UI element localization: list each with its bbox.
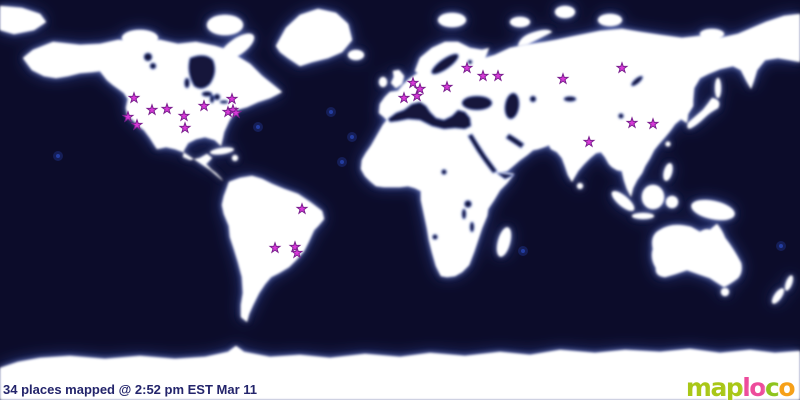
landmass-chukotka-west — [0, 6, 46, 34]
lakes-layer — [143, 52, 644, 240]
landmass-svalbard — [438, 13, 466, 27]
landmass-madagascar — [497, 227, 511, 257]
landmass-antarctica — [0, 346, 800, 400]
landmass-greece — [446, 108, 454, 116]
landmass-borneo — [642, 185, 664, 209]
lake-balkhash — [563, 96, 577, 102]
landmass-franz-josef — [510, 17, 530, 27]
baltic-sea — [431, 53, 459, 75]
landmass-novaya-zemlya — [518, 30, 552, 46]
landmass-taiwan — [665, 141, 671, 147]
landmass-nz-north — [785, 275, 793, 291]
landmass-japan — [687, 98, 720, 129]
landmass-cuba — [210, 147, 234, 155]
landmass-great-britain — [391, 70, 404, 88]
lake-erie-ontario — [219, 100, 229, 104]
landmass-sumatra — [611, 191, 635, 211]
black-sea — [461, 95, 493, 111]
landmass-afro-eurasia — [361, 14, 800, 277]
lake-superior — [201, 91, 213, 97]
landmass-greenland — [276, 9, 352, 66]
great-bear-lake — [143, 52, 153, 62]
lake-michigan — [209, 94, 215, 104]
logo-letter: m — [685, 373, 712, 400]
maploco-logo[interactable]: maploco — [685, 373, 796, 400]
lake-baikal — [630, 75, 644, 87]
landmass-tasmania — [721, 288, 729, 296]
landmass-arctic-islands-west — [122, 30, 158, 46]
okavango-dot — [432, 234, 438, 240]
logo-letter: a — [710, 373, 727, 400]
landmass-australia — [652, 224, 742, 287]
lake-ladoga — [467, 59, 473, 65]
landmass-ireland — [379, 77, 387, 87]
lake-tanganyika — [461, 208, 467, 220]
lake-victoria — [464, 200, 472, 208]
aral-sea — [529, 95, 537, 103]
landmass-sulawesi — [666, 196, 678, 208]
landmass-hispaniola — [232, 155, 238, 161]
landmass-baffin — [219, 33, 255, 61]
landmass-severnaya-east — [598, 14, 622, 26]
landmass-sakhalin — [715, 78, 721, 98]
logo-letter: o — [778, 373, 795, 400]
mediterranean-sea — [387, 101, 472, 130]
landmass-sri-lanka — [577, 183, 583, 189]
red-sea — [467, 133, 498, 174]
landmass-philippines — [663, 163, 673, 181]
map-caption: 34 places mapped @ 2:52 pm EST Mar 11 — [3, 382, 258, 397]
hudson-bay — [188, 54, 216, 90]
lake-malawi — [469, 221, 475, 233]
landmass-new-siberian-islands — [700, 29, 724, 39]
lake-dot-china — [618, 113, 624, 119]
landmass-new-guinea — [691, 200, 735, 220]
logo-letter: l — [742, 373, 751, 400]
landmass-java — [632, 213, 654, 219]
landmass-italy — [427, 100, 441, 120]
caspian-sea — [504, 92, 520, 120]
logo-letter: o — [749, 373, 766, 400]
logo-letter: p — [725, 373, 744, 400]
landmass-nz-south — [772, 288, 784, 304]
landmass-iceland — [348, 50, 364, 60]
ocean-glow-dots — [53, 107, 786, 256]
landmass-ellesmere — [207, 15, 243, 35]
lake-winnipeg — [184, 77, 190, 89]
gulf-of-aden — [495, 172, 516, 180]
landmass-severnaya-zemlya — [555, 6, 575, 18]
lake-huron — [213, 93, 221, 101]
great-slave-lake — [149, 62, 157, 70]
lake-chad — [441, 169, 447, 175]
persian-gulf — [505, 133, 525, 149]
logo-letter: c — [764, 373, 780, 400]
landmass-hainan — [645, 153, 651, 159]
